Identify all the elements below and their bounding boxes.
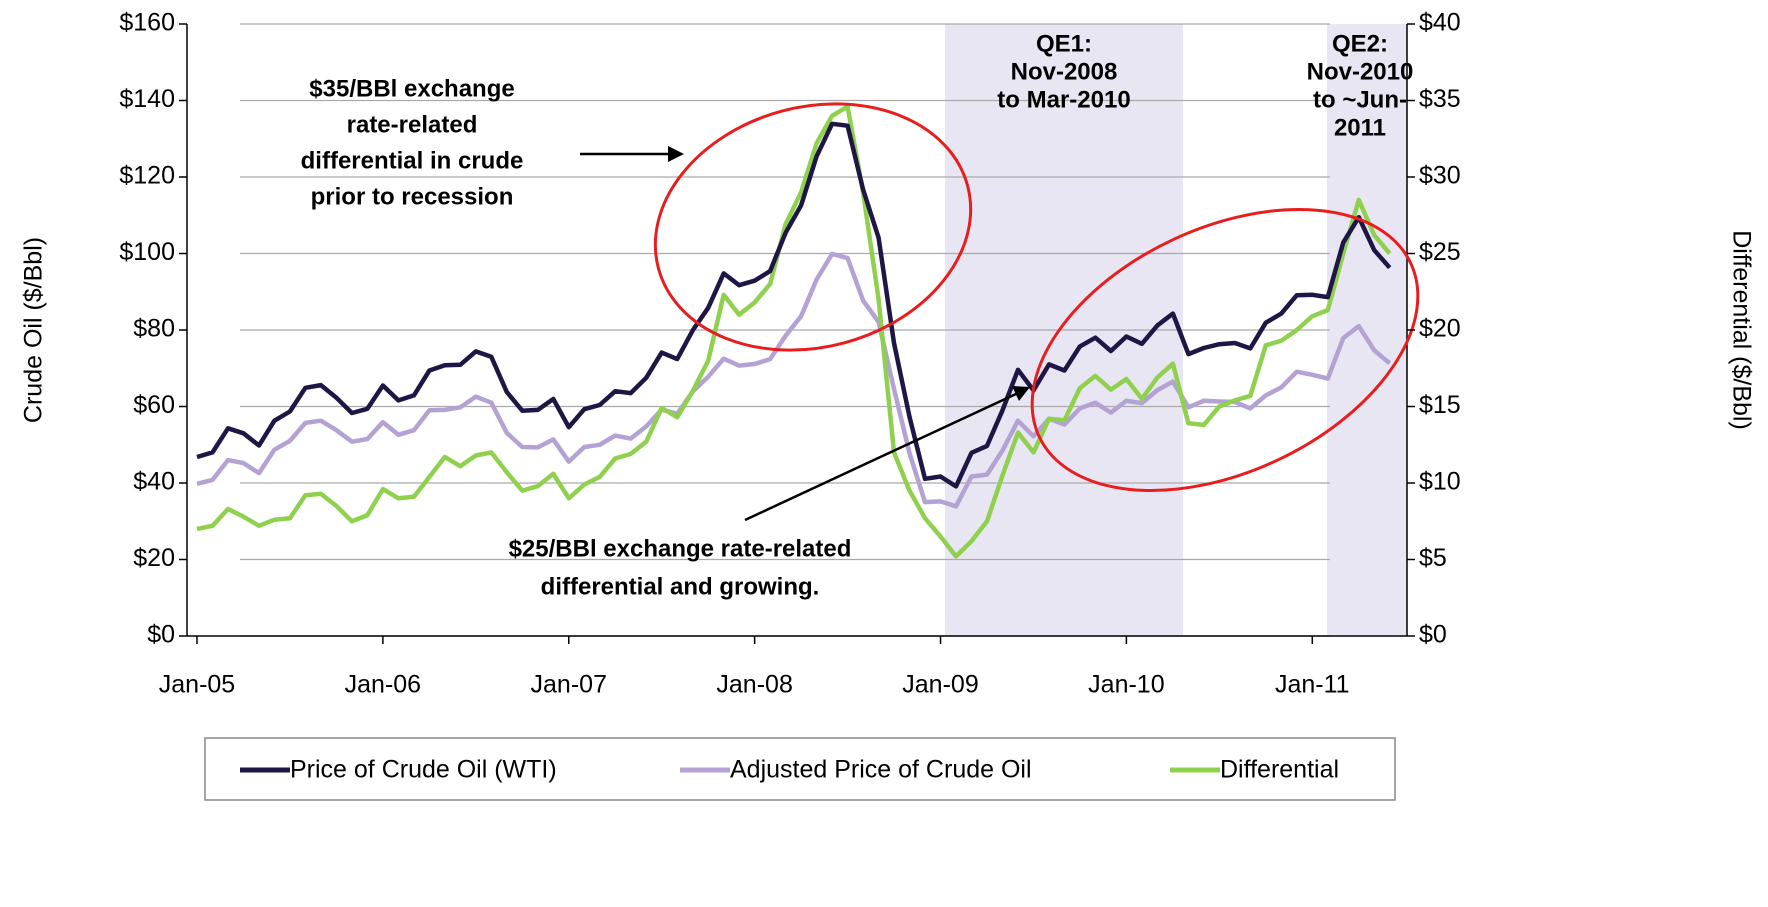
series-line (196, 121, 1392, 489)
y2-tick-label: $30 (1419, 162, 1461, 190)
y-tick-label: $140 (119, 85, 175, 113)
annotation: $25/BBl exchange rate-related (509, 535, 852, 562)
y-tick-label: $40 (133, 468, 175, 496)
annotation: prior to recession (311, 183, 514, 210)
y-tick-label: $100 (119, 238, 175, 266)
y2-tick-label: $40 (1419, 9, 1461, 37)
annotation: to ~Jun- (1313, 86, 1407, 113)
qe2-shading (1327, 24, 1407, 636)
y-tick-label: $80 (133, 315, 175, 343)
legend-label: Differential (1220, 756, 1339, 784)
y-tick-label: $0 (147, 621, 175, 649)
annotation: QE2: (1332, 30, 1388, 57)
annotation: differential in crude (301, 147, 524, 174)
series-line (196, 251, 1392, 509)
arrow-head (1012, 386, 1030, 401)
legend-label: Adjusted Price of Crude Oil (730, 756, 1032, 784)
series-line (196, 104, 1392, 559)
x-tick-label: Jan-07 (531, 671, 607, 699)
y-tick-label: $120 (119, 162, 175, 190)
highlight-ellipse (653, 102, 973, 352)
y-tick-label: $160 (119, 9, 175, 37)
y2-tick-label: $10 (1419, 468, 1461, 496)
y2-tick-label: $20 (1419, 315, 1461, 343)
arrow-head (668, 146, 684, 162)
arrow (744, 391, 1019, 522)
y2-tick-label: $15 (1419, 391, 1461, 419)
annotation: to Mar-2010 (997, 86, 1130, 113)
annotation: QE1: (1036, 30, 1092, 57)
annotation: rate-related (347, 111, 478, 138)
y2-axis-title: Differential ($/Bbl) (1727, 230, 1755, 430)
y-tick-label: $60 (133, 391, 175, 419)
y2-tick-label: $0 (1419, 621, 1447, 649)
x-tick-label: Jan-06 (345, 671, 421, 699)
legend-label: Price of Crude Oil (WTI) (290, 756, 557, 784)
annotation: Nov-2010 (1307, 58, 1414, 85)
annotation: Nov-2008 (1011, 58, 1118, 85)
y2-tick-label: $35 (1419, 85, 1461, 113)
x-tick-label: Jan-05 (159, 671, 235, 699)
x-tick-label: Jan-08 (716, 671, 792, 699)
x-tick-label: Jan-09 (902, 671, 978, 699)
x-tick-label: Jan-11 (1275, 671, 1350, 699)
highlight-ellipse (1030, 208, 1420, 492)
y-tick-label: $20 (133, 544, 175, 572)
y2-tick-label: $5 (1419, 544, 1447, 572)
x-tick-label: Jan-10 (1088, 671, 1164, 699)
annotation: 2011 (1334, 114, 1386, 141)
y2-tick-label: $25 (1419, 238, 1461, 266)
y-axis-title: Crude Oil ($/Bbl) (20, 237, 48, 423)
annotation: $35/BBl exchange (309, 75, 514, 102)
annotation: differential and growing. (541, 573, 820, 600)
